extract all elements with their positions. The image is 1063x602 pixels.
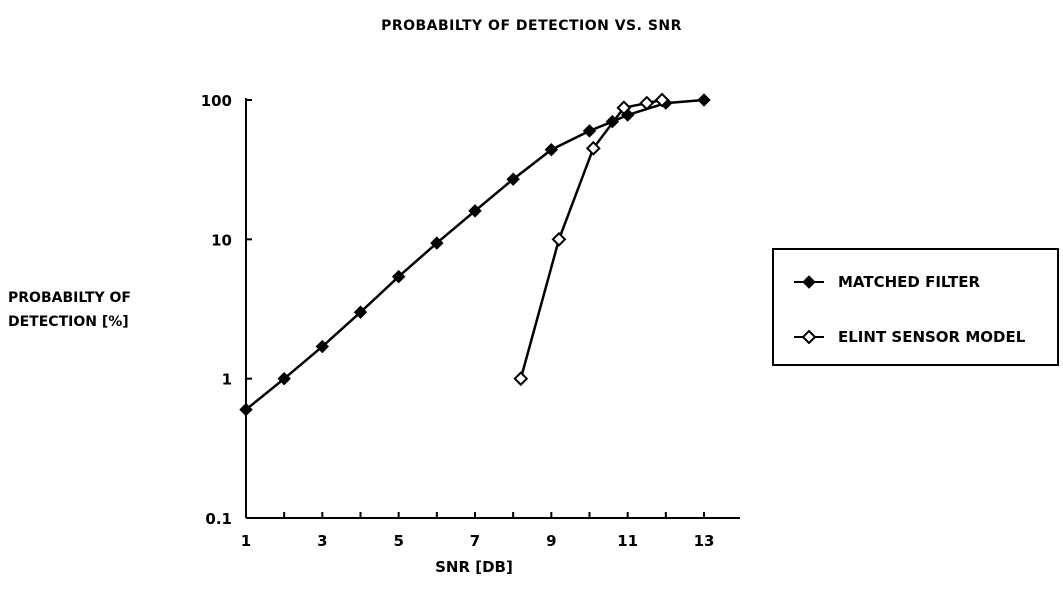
data-point-matched-filter bbox=[353, 305, 368, 319]
y-tick-label: 0.1 bbox=[205, 510, 232, 528]
chart-axes bbox=[245, 98, 740, 519]
y-axis-label-line-2: DETECTION [%] bbox=[8, 314, 129, 330]
x-tick-label: 7 bbox=[470, 532, 480, 550]
y-tick-label: 1 bbox=[222, 371, 232, 389]
legend: MATCHED FILTER ELINT SENSOR MODEL bbox=[772, 248, 1059, 366]
x-tick-label: 3 bbox=[317, 532, 327, 550]
data-point-elint-sensor-model bbox=[616, 100, 632, 116]
data-point-matched-filter bbox=[315, 339, 330, 354]
data-point-elint-sensor-model bbox=[654, 92, 670, 108]
data-point-matched-filter bbox=[277, 371, 291, 386]
legend-label-elint-sensor-model: ELINT SENSOR MODEL bbox=[838, 328, 1026, 346]
y-tick-label: 100 bbox=[201, 92, 232, 110]
x-tick-label: 9 bbox=[546, 532, 556, 550]
chart-series bbox=[239, 92, 711, 417]
data-point-elint-sensor-model bbox=[551, 231, 567, 247]
legend-label-matched-filter: MATCHED FILTER bbox=[838, 273, 981, 291]
data-point-elint-sensor-model bbox=[585, 140, 601, 156]
data-point-matched-filter bbox=[239, 402, 253, 417]
data-point-elint-sensor-model bbox=[639, 95, 655, 111]
data-point-matched-filter bbox=[582, 124, 597, 138]
x-axis-label: SNR [DB] bbox=[435, 558, 513, 576]
legend-item-matched-filter: MATCHED FILTER bbox=[794, 270, 980, 294]
data-point-matched-filter bbox=[544, 142, 559, 157]
data-point-matched-filter bbox=[430, 236, 444, 250]
data-point-matched-filter bbox=[697, 93, 711, 107]
x-tick-label: 11 bbox=[617, 532, 638, 550]
x-tick-label: 13 bbox=[694, 532, 715, 550]
series-line-matched-filter bbox=[245, 98, 705, 411]
series-line-elint-sensor-model bbox=[519, 98, 663, 380]
legend-item-elint-sensor-model: ELINT SENSOR MODEL bbox=[794, 325, 1025, 349]
filled-diamond-icon bbox=[794, 275, 824, 289]
x-tick-label: 5 bbox=[393, 532, 403, 550]
x-tick-label: 1 bbox=[241, 532, 251, 550]
y-tick-label: 10 bbox=[211, 231, 232, 249]
data-point-matched-filter bbox=[605, 114, 620, 129]
data-point-matched-filter bbox=[468, 204, 482, 218]
data-point-matched-filter bbox=[506, 172, 520, 186]
y-axis-label: PROBABILTY OF DETECTION [%] bbox=[8, 286, 131, 334]
data-point-matched-filter bbox=[391, 269, 406, 284]
y-axis-label-line-1: PROBABILTY OF bbox=[8, 290, 131, 306]
chart-title: PROBABILTY OF DETECTION VS. SNR bbox=[381, 18, 682, 34]
open-diamond-icon bbox=[794, 330, 824, 344]
data-point-elint-sensor-model bbox=[513, 371, 529, 387]
